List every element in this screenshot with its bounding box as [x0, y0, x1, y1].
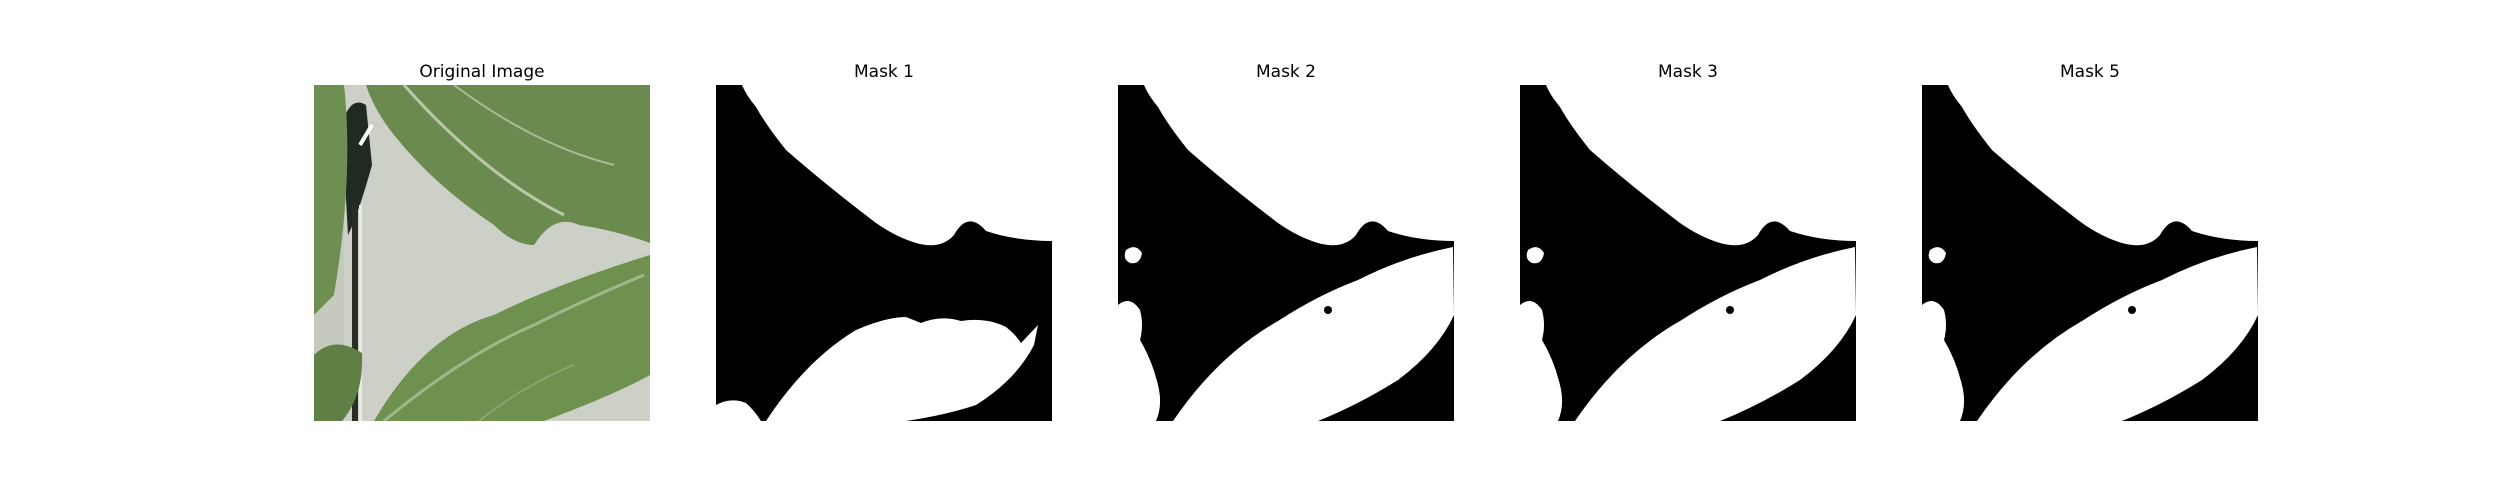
- mask-1-image: [716, 85, 1052, 421]
- panel-title: Original Image: [419, 62, 545, 82]
- panel-title: Mask 1: [853, 62, 914, 82]
- panel-title: Mask 3: [1657, 62, 1718, 82]
- panel-mask-2: Mask 2: [1118, 60, 1454, 421]
- original-image: [314, 85, 650, 421]
- panel-mask-5: Mask 5: [1922, 60, 2258, 421]
- mask-3-image: [1520, 85, 1856, 421]
- panel-mask-1: Mask 1: [716, 60, 1052, 421]
- panel-original-image: Original Image: [314, 60, 650, 421]
- panel-title: Mask 2: [1255, 62, 1316, 82]
- mask-2-image: [1118, 85, 1454, 421]
- panel-title: Mask 5: [2059, 62, 2120, 82]
- mask-5-image: [1922, 85, 2258, 421]
- panel-mask-3: Mask 3: [1520, 60, 1856, 421]
